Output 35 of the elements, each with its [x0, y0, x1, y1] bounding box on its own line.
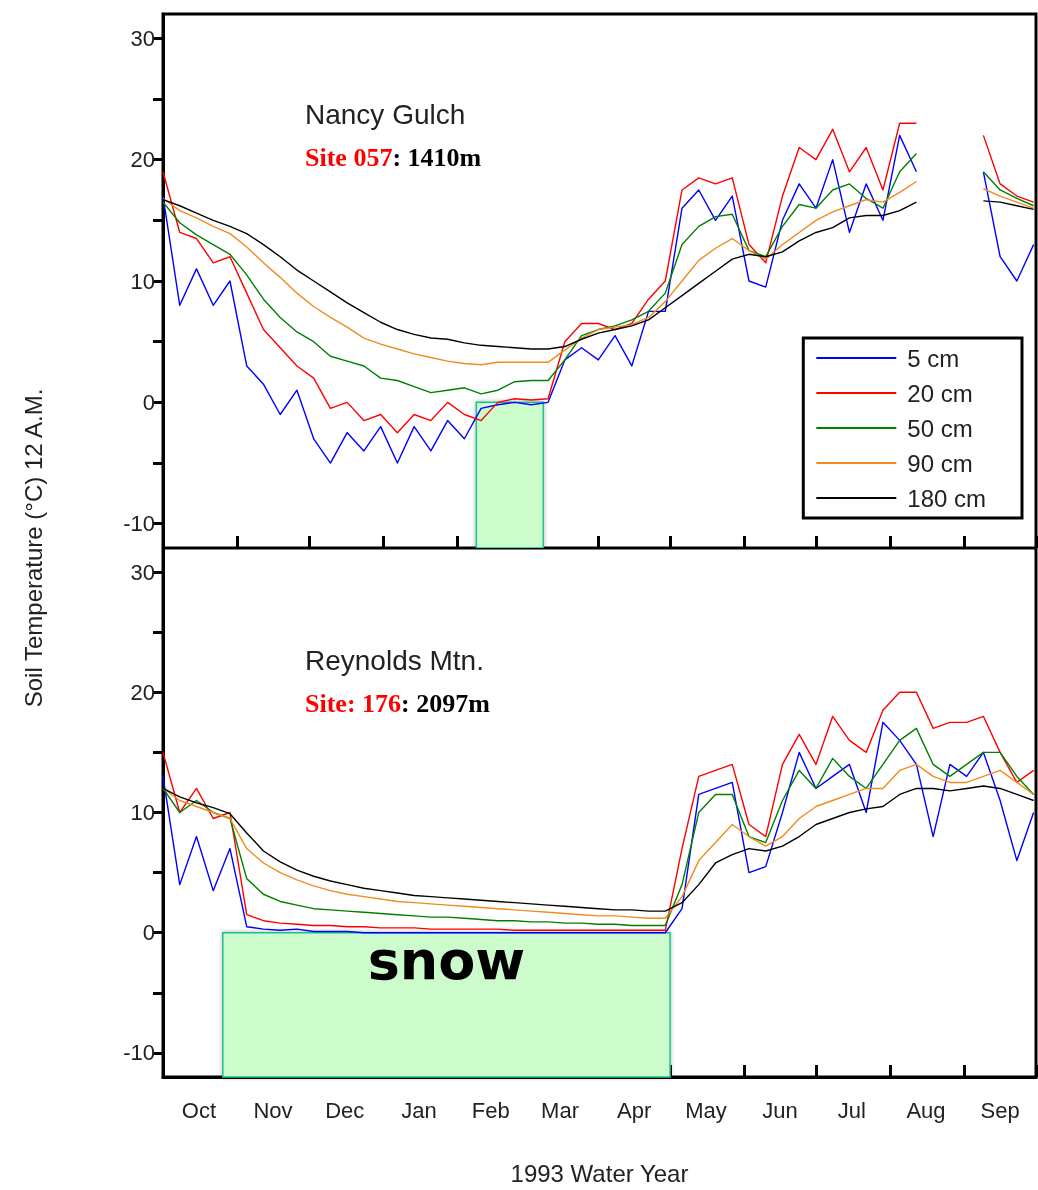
annotation: Nancy Gulch: [305, 98, 466, 130]
y-tick-label: 0: [142, 389, 155, 415]
legend-label: 50 cm: [907, 414, 973, 442]
legend-label: 20 cm: [907, 379, 973, 407]
x-tick-label: Jun: [762, 1097, 798, 1123]
y-tick-label: 10: [130, 268, 155, 294]
legend-label: 180 cm: [907, 484, 986, 512]
y-tick-label: 20: [130, 679, 155, 705]
x-tick-label: Oct: [181, 1097, 216, 1123]
annotation: Reynolds Mtn.: [305, 644, 484, 676]
x-tick-label: Mar: [541, 1097, 579, 1123]
y-tick-label: 10: [130, 800, 155, 825]
x-tick-label: May: [685, 1097, 727, 1123]
annotation: Site: 176: 2097m: [305, 688, 491, 718]
x-tick-label: Dec: [325, 1097, 365, 1123]
x-tick-label: Apr: [617, 1097, 652, 1123]
y-tick-label: -10: [123, 511, 155, 537]
y-tick-label: 30: [130, 559, 155, 585]
legend-label: 5 cm: [907, 344, 960, 372]
line-series: [162, 763, 1035, 919]
x-tick-label: Nov: [253, 1097, 293, 1123]
y-tick-label: -10: [123, 1040, 155, 1066]
x-tick-label: Jan: [401, 1097, 437, 1123]
legend-label: 90 cm: [907, 449, 973, 477]
x-axis-title: 1993 Water Year: [510, 1159, 689, 1187]
x-tick-label: Jul: [837, 1097, 866, 1123]
x-tick-label: Aug: [906, 1097, 946, 1123]
x-tick-label: Feb: [471, 1097, 510, 1123]
y-tick-label: 30: [130, 25, 155, 51]
y-tick-label: 20: [130, 147, 155, 173]
y-axis-title: Soil Temperature (°C) 12 A.M.: [20, 388, 48, 708]
y-tick-label: 0: [142, 920, 155, 946]
x-tick-label: Sep: [980, 1097, 1020, 1123]
annotation: Site 057: 1410m: [305, 142, 482, 172]
band-label: snow: [367, 929, 526, 993]
